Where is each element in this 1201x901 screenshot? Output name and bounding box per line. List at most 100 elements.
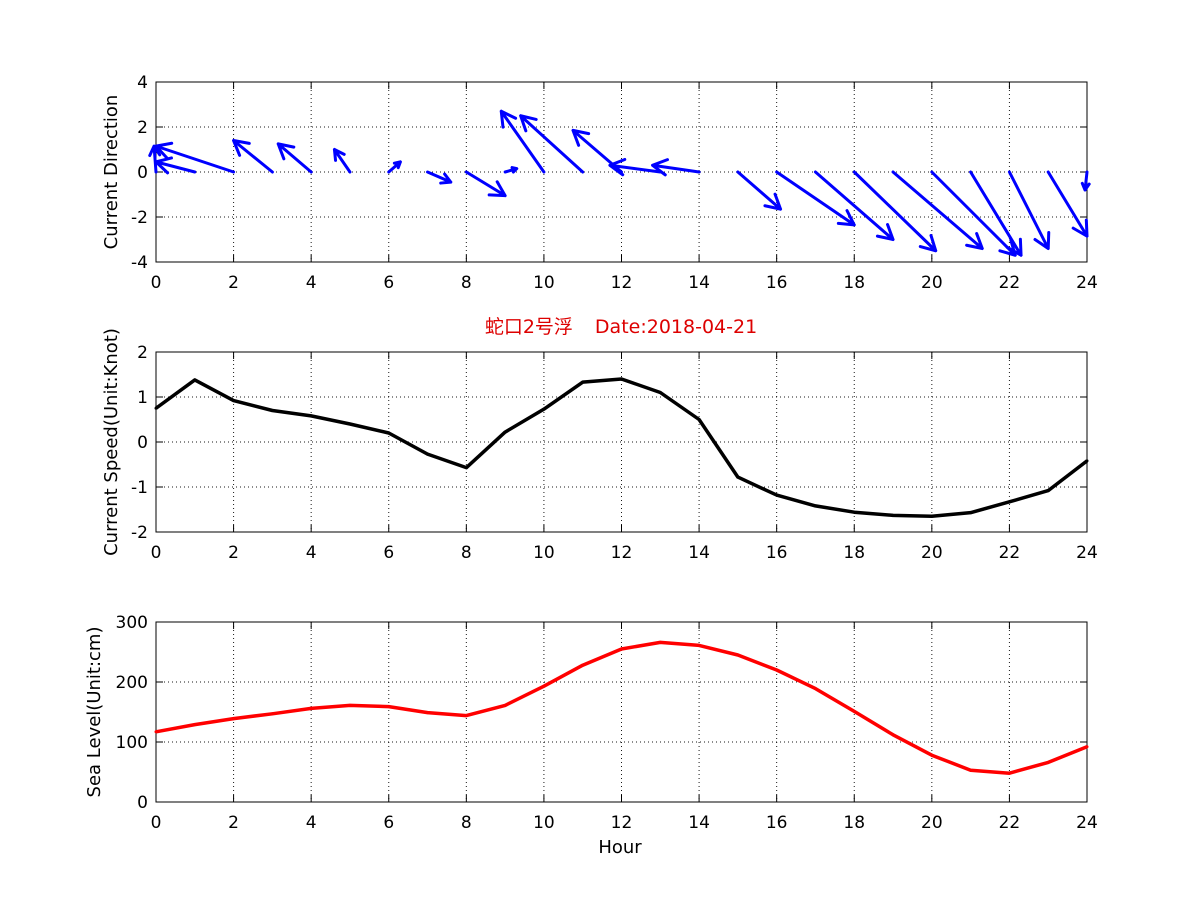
current-vector-arrow — [1046, 170, 1089, 238]
current-vector-arrow — [930, 170, 1017, 257]
direction-x-tick-label: 14 — [688, 273, 710, 293]
current-vector-arrow — [1007, 170, 1051, 250]
speed-data-point — [348, 422, 352, 426]
current-vector-arrow — [736, 170, 783, 211]
sea-level-data-point — [1007, 771, 1011, 775]
sea-level-data-point — [1046, 760, 1050, 764]
speed-frame — [155, 351, 1088, 533]
direction-x-tick-label: 0 — [151, 273, 162, 293]
speed-y-tick-label: -2 — [131, 523, 148, 543]
sea-level-data-point — [852, 709, 856, 713]
speed-y-tick-label: 0 — [137, 433, 148, 453]
chart-title-station: 蛇口2号浮 — [485, 316, 573, 338]
sea-level-data-point — [1085, 745, 1089, 749]
sea-level-data-point — [775, 668, 779, 672]
x-axis-label-hour: Hour — [598, 837, 642, 858]
speed-x-tick-label: 22 — [999, 543, 1021, 563]
speed-data-point — [1085, 459, 1089, 463]
sea-level-data-point — [193, 723, 197, 727]
speed-data-point — [542, 407, 546, 411]
speed-x-tick-label: 6 — [383, 543, 394, 563]
sea-level-y-tick-label: 0 — [137, 793, 148, 813]
sea-level-y-tick-label: 100 — [116, 733, 148, 753]
direction-x-tick-label: 2 — [228, 273, 239, 293]
sea-level-x-tick-label: 12 — [611, 813, 633, 833]
speed-data-point — [930, 514, 934, 518]
speed-y-tick-label: 2 — [137, 343, 148, 363]
speed-y-tick-label: -1 — [131, 478, 148, 498]
speed-data-point — [969, 511, 973, 515]
chart-title: 蛇口2号浮 Date:2018-04-21 — [485, 316, 757, 338]
sea-level-x-tick-label: 2 — [228, 813, 239, 833]
current-vector-arrow — [387, 160, 402, 174]
direction-x-tick-label: 24 — [1076, 273, 1098, 293]
sea-level-data-point — [154, 730, 158, 734]
speed-data-point — [232, 399, 236, 403]
sea-level-x-tick-label: 20 — [921, 813, 943, 833]
speed-data-point — [503, 430, 507, 434]
direction-x-tick-label: 4 — [306, 273, 317, 293]
y-axis-label-speed: Current Speed(Unit:Knot) — [101, 328, 122, 556]
direction-y-tick-label: -4 — [131, 253, 148, 273]
speed-data-point — [775, 493, 779, 497]
current-vector-arrow — [464, 170, 507, 198]
current-vector-arrow — [276, 142, 313, 174]
direction-x-tick-label: 10 — [533, 273, 555, 293]
direction-x-tick-label: 22 — [999, 273, 1021, 293]
speed-x-tick-label: 20 — [921, 543, 943, 563]
direction-x-tick-label: 8 — [461, 273, 472, 293]
sea-level-data-point — [426, 711, 430, 715]
speed-data-point — [736, 475, 740, 479]
speed-data-point — [154, 406, 158, 410]
current-vector-arrow — [154, 156, 197, 175]
speed-data-point — [697, 418, 701, 421]
sea-level-x-tick-label: 6 — [383, 813, 394, 833]
speed-data-point — [658, 391, 662, 394]
speed-data-point — [891, 513, 895, 517]
direction-y-tick-label: 4 — [137, 73, 148, 93]
current-vector-arrow — [852, 170, 938, 253]
sea-level-data-point — [620, 647, 623, 651]
sea-level-data-point — [542, 684, 546, 688]
direction-x-tick-label: 20 — [921, 273, 943, 293]
direction-x-tick-label: 18 — [843, 273, 865, 293]
sea-level-frame — [155, 621, 1088, 803]
sea-level-x-tick-label: 8 — [461, 813, 472, 833]
sea-level-data-point — [503, 703, 507, 707]
speed-data-point — [309, 414, 313, 418]
speed-data-point — [1007, 500, 1011, 504]
speed-data-point — [270, 409, 274, 412]
direction-y-tick-label: -2 — [131, 208, 148, 228]
current-vector-arrow — [148, 144, 162, 174]
current-vector-arrow — [503, 166, 519, 174]
sea-level-x-tick-label: 10 — [533, 813, 555, 833]
speed-data-point — [193, 378, 197, 382]
current-vector-arrow — [426, 170, 453, 185]
sea-level-data-point — [930, 753, 934, 757]
sea-level-x-tick-label: 14 — [688, 813, 710, 833]
speed-x-tick-label: 14 — [688, 543, 710, 563]
speed-data-point — [852, 510, 856, 514]
y-axis-label-direction: Current Direction — [101, 95, 122, 250]
sea-level-x-tick-label: 18 — [843, 813, 865, 833]
y-axis-label-sea-level: Sea Level(Unit:cm) — [84, 627, 105, 798]
current-vector-arrow — [608, 157, 662, 177]
speed-data-point — [387, 431, 391, 435]
sea-level-data-point — [658, 640, 662, 644]
speed-x-tick-label: 8 — [461, 543, 472, 563]
sea-level-data-point — [581, 663, 585, 667]
sea-level-data-point — [309, 706, 313, 710]
sea-level-data-point — [270, 712, 274, 716]
current-vector-arrow — [519, 114, 585, 174]
direction-x-tick-label: 16 — [766, 273, 788, 293]
speed-x-tick-label: 24 — [1076, 543, 1098, 563]
speed-data-point — [426, 452, 430, 456]
speed-data-point — [464, 466, 468, 470]
current-vector-arrow — [775, 170, 856, 227]
chart-title-date: Date:2018-04-21 — [595, 316, 757, 338]
sea-level-data-point — [969, 768, 973, 772]
current-vector-arrow — [813, 170, 895, 241]
